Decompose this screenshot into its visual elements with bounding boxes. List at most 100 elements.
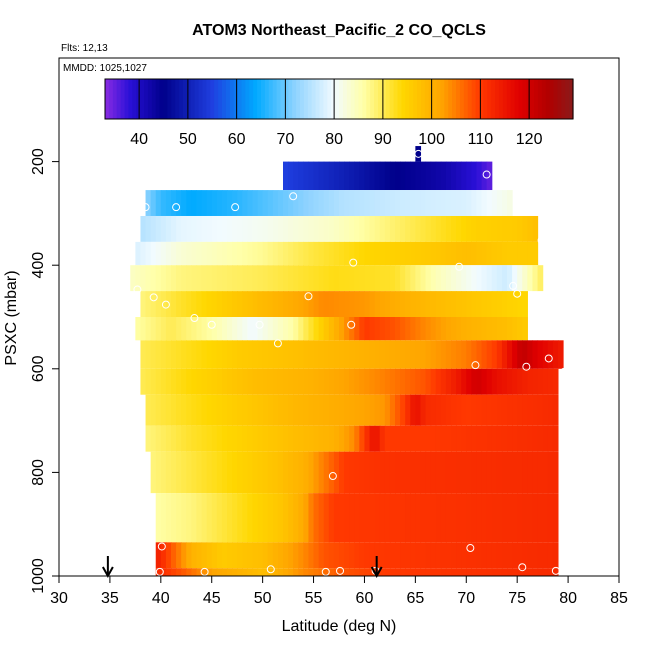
heatmap-cell xyxy=(420,241,427,266)
heatmap-cell xyxy=(476,241,483,266)
colorbar-swatch xyxy=(354,79,360,119)
heatmap-cell xyxy=(196,394,203,426)
heatmap-cell xyxy=(435,265,442,292)
heatmap-cell xyxy=(389,190,396,216)
colorbar-swatch xyxy=(487,79,492,119)
heatmap-cell xyxy=(456,394,462,426)
heatmap-cell xyxy=(349,451,355,494)
heatmap-cell xyxy=(176,265,182,292)
heatmap-cell xyxy=(323,542,330,569)
heatmap-cell xyxy=(272,317,279,341)
heatmap-cell xyxy=(466,568,472,576)
heatmap-cell xyxy=(435,493,442,543)
heatmap-cell xyxy=(160,215,167,242)
heatmap-cell xyxy=(318,161,325,191)
colorbar-swatch xyxy=(475,79,480,119)
heatmap-cell xyxy=(262,190,269,216)
heatmap-cell xyxy=(313,291,320,317)
heatmap-cell xyxy=(481,265,488,292)
heatmap-cell xyxy=(522,215,528,242)
heatmap-cell xyxy=(171,291,177,317)
heatmap-cell xyxy=(395,368,401,395)
heatmap-cell xyxy=(440,451,447,494)
heatmap-cell xyxy=(451,190,457,216)
heatmap-cell xyxy=(527,394,534,426)
heatmap-cell xyxy=(272,190,279,216)
heatmap-cell xyxy=(359,241,366,266)
heatmap-cell xyxy=(379,241,386,266)
heatmap-cell xyxy=(165,493,172,543)
heatmap-cell xyxy=(466,368,472,395)
heatmap-cell xyxy=(160,291,167,317)
heatmap-cell xyxy=(206,317,213,341)
heatmap-cell xyxy=(313,451,320,494)
heatmap-cell xyxy=(430,568,437,576)
heatmap-cell xyxy=(491,265,498,292)
heatmap-cell xyxy=(517,215,523,242)
heatmap-cell xyxy=(247,451,254,494)
heatmap-cells xyxy=(130,146,564,576)
colorbar-swatch xyxy=(444,79,449,119)
heatmap-cell xyxy=(333,394,340,426)
heatmap-cell xyxy=(435,568,442,576)
heatmap-cell xyxy=(527,425,534,452)
heatmap-cell xyxy=(242,493,248,543)
heatmap-cell xyxy=(298,265,304,292)
heatmap-cell xyxy=(451,161,457,191)
heatmap-cell xyxy=(435,291,442,317)
heatmap-cell xyxy=(318,542,325,569)
heatmap-cell xyxy=(242,425,248,452)
heatmap-cell xyxy=(145,368,152,395)
sample-marker xyxy=(482,170,491,179)
heatmap-cell xyxy=(247,241,254,266)
heatmap-cell xyxy=(252,190,259,216)
heatmap-cell xyxy=(313,317,320,341)
colorbar-swatch xyxy=(440,79,445,119)
heatmap-cell xyxy=(216,368,223,395)
heatmap-cell xyxy=(476,394,483,426)
heatmap-cell xyxy=(369,542,376,569)
heatmap-cell xyxy=(369,161,376,191)
colorbar-swatch xyxy=(362,79,367,119)
x-tick-label: 85 xyxy=(610,590,628,607)
heatmap-cell xyxy=(476,265,483,292)
heatmap-cell xyxy=(237,493,243,543)
heatmap-cell xyxy=(537,451,544,494)
colorbar-swatch xyxy=(358,79,363,119)
heatmap-cell xyxy=(461,190,467,216)
heatmap-cell xyxy=(481,542,488,569)
heatmap-cell xyxy=(410,317,416,341)
heatmap-cell xyxy=(552,493,559,543)
heatmap-cell xyxy=(527,215,534,242)
heatmap-cell xyxy=(206,265,213,292)
heatmap-cell xyxy=(272,215,279,242)
heatmap-cell xyxy=(283,425,289,452)
heatmap-cell xyxy=(471,190,478,216)
heatmap-cell xyxy=(440,542,447,569)
heatmap-cell xyxy=(201,340,208,369)
x-tick-label: 70 xyxy=(457,590,475,607)
heatmap-cell xyxy=(430,215,437,242)
heatmap-cell xyxy=(252,215,259,242)
heatmap-cell xyxy=(481,451,488,494)
heatmap-cell xyxy=(293,317,299,341)
heatmap-cell xyxy=(491,241,498,266)
heatmap-cell xyxy=(547,568,554,576)
heatmap-cell xyxy=(435,425,442,452)
heatmap-cell xyxy=(410,568,416,576)
heatmap-cell xyxy=(252,241,259,266)
heatmap-cell xyxy=(206,340,213,369)
heatmap-cell xyxy=(517,241,523,266)
heatmap-cell xyxy=(420,265,427,292)
heatmap-cell xyxy=(410,190,416,216)
heatmap-cell xyxy=(288,394,294,426)
heatmap-cell xyxy=(308,451,315,494)
heatmap-cell xyxy=(181,368,187,395)
heatmap-cell xyxy=(318,451,325,494)
heatmap-cell xyxy=(257,190,264,216)
colorbar-swatch xyxy=(346,79,352,119)
sample-marker xyxy=(560,367,569,376)
heatmap-cell xyxy=(211,215,218,242)
heatmap-cell xyxy=(435,215,442,242)
heatmap-cell xyxy=(288,291,294,317)
